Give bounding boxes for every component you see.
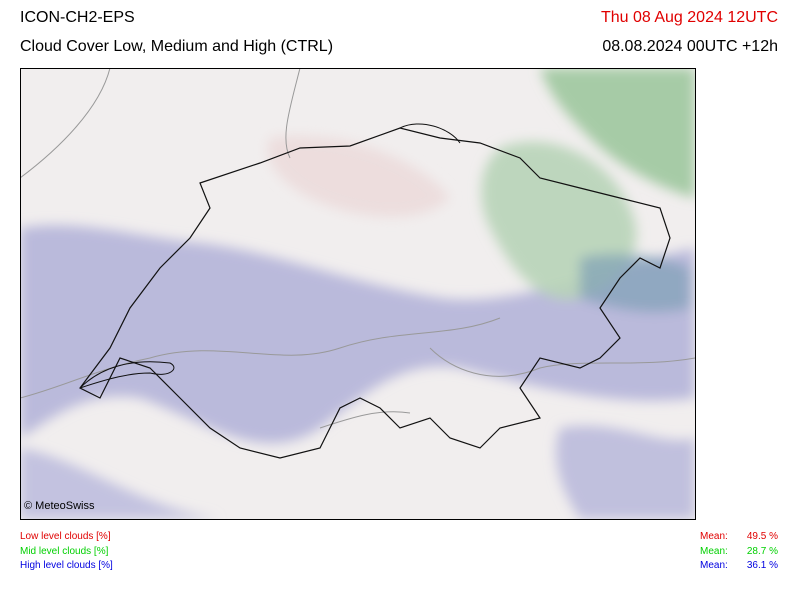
lake-geneva bbox=[79, 361, 175, 389]
legend-label: Mid level clouds [%] bbox=[20, 545, 109, 557]
mean-value: 28.7 % bbox=[746, 545, 778, 557]
lake-constance bbox=[399, 123, 461, 144]
mean-label: Mean: bbox=[700, 560, 728, 571]
admin-borders bbox=[20, 68, 695, 429]
cloud-fields bbox=[20, 68, 695, 519]
legend-label: High level clouds [%] bbox=[20, 560, 113, 571]
product-name: Cloud Cover Low, Medium and High (CTRL) bbox=[20, 38, 334, 55]
mean-label: Mean: bbox=[700, 545, 728, 557]
mean-label: Mean: bbox=[700, 531, 728, 542]
map-frame bbox=[20, 68, 696, 520]
model-name: ICON-CH2-EPS bbox=[20, 9, 135, 26]
run-time: 08.08.2024 00UTC +12h bbox=[602, 38, 778, 55]
map: © MeteoSwiss bbox=[20, 68, 696, 520]
mean-value: 49.5 % bbox=[746, 531, 778, 542]
legend-label: Low level clouds [%] bbox=[20, 531, 111, 542]
swiss-border bbox=[79, 127, 671, 459]
valid-time: Thu 08 Aug 2024 12UTC bbox=[600, 9, 778, 26]
mean-value: 36.1 % bbox=[746, 560, 778, 571]
copyright: © MeteoSwiss bbox=[24, 500, 95, 512]
